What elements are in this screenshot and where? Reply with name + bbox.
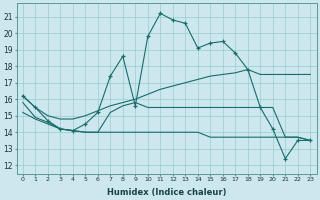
X-axis label: Humidex (Indice chaleur): Humidex (Indice chaleur) bbox=[107, 188, 226, 197]
